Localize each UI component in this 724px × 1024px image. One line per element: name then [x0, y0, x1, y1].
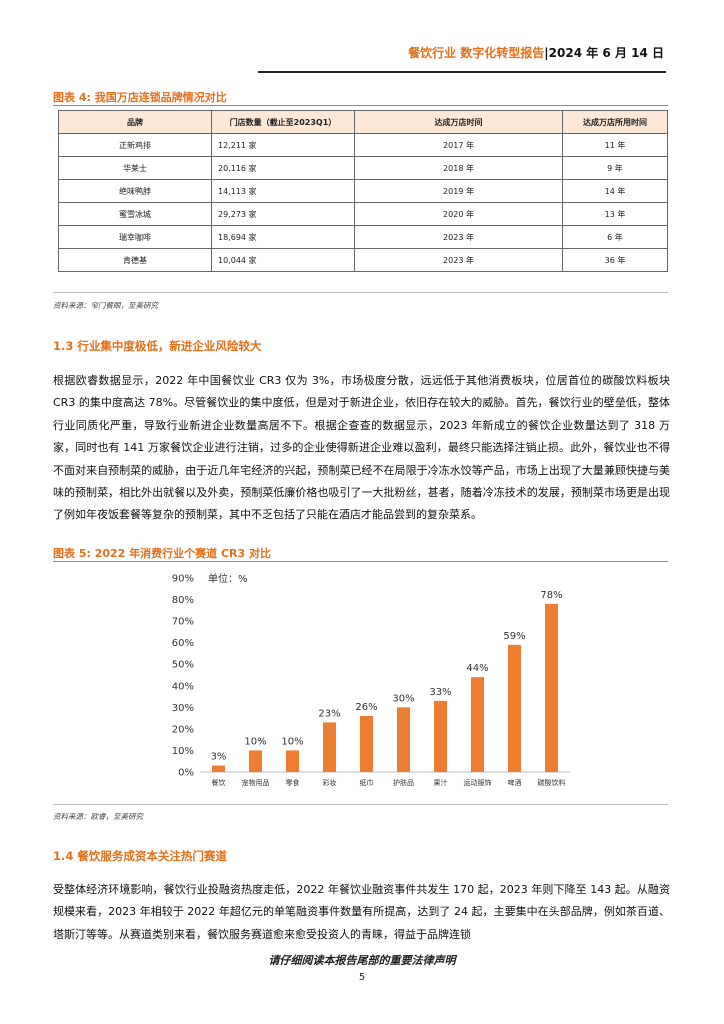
table-cell: 10,044 家 — [211, 248, 355, 272]
table-cell: 蜜雪冰城 — [58, 202, 212, 226]
data-label: 23% — [318, 708, 340, 719]
bar — [323, 722, 336, 772]
bar — [360, 715, 373, 772]
x-tick-label: 果汁 — [434, 778, 448, 787]
x-tick-label: 啤酒 — [508, 778, 522, 787]
table-cell: 2017 年 — [354, 133, 563, 157]
table-cell: 2020 年 — [354, 202, 563, 226]
table-row: 蜜雪冰城 29,273 家 2020 年 13 年 — [58, 202, 668, 226]
table-cell: 14 年 — [562, 179, 668, 203]
figure4-source: 资料来源：窄门餐眼，至美研究 — [53, 301, 158, 310]
figure4-source-rule — [53, 292, 668, 293]
column-header: 门店数量（截止至2023Q1） — [211, 110, 355, 134]
figure5-caption: 图表 5: 2022 年消费行业个赛道 CR3 对比 — [53, 547, 272, 560]
y-tick-label: 20% — [172, 724, 194, 735]
y-tick-label: 80% — [172, 595, 194, 606]
report-date: 2024 年 6 月 14 日 — [548, 46, 664, 60]
section-1-3-heading: 1.3 行业集中度极低，新进企业风险较大 — [53, 339, 262, 353]
table-cell: 18,694 家 — [211, 225, 355, 249]
table-row: 正新鸡排 12,211 家 2017 年 11 年 — [58, 133, 668, 157]
table-header-row: 品牌 门店数量（截止至2023Q1） 达成万店时间 达成万店所用时间 — [58, 110, 668, 134]
header-separator: | — [544, 46, 549, 60]
section-1-4-paragraph: 受整体经济环境影响，餐饮行业投融资热度走低，2022 年餐饮业融资事件共发生 1… — [53, 883, 670, 941]
table-cell: 2023 年 — [354, 248, 563, 272]
x-tick-label: 零食 — [286, 778, 300, 787]
data-label: 78% — [540, 590, 562, 601]
report-header: 餐饮行业 数字化转型报告|2024 年 6 月 14 日 — [408, 44, 664, 61]
x-tick-label: 纸巾 — [360, 778, 374, 787]
table-cell: 瑞幸咖啡 — [58, 225, 212, 249]
legal-disclaimer: 请仔细阅读本报告尾部的重要法律声明 — [268, 954, 456, 967]
bar — [508, 644, 521, 772]
figure5-source-rule — [53, 804, 668, 805]
data-label: 59% — [503, 631, 525, 642]
figure4-caption-rule — [53, 105, 668, 106]
bar — [545, 603, 558, 772]
header-rule — [258, 71, 666, 73]
column-header: 品牌 — [58, 110, 212, 134]
table-row: 肯德基 10,044 家 2023 年 36 年 — [58, 248, 668, 272]
data-label: 3% — [211, 752, 227, 763]
section-1-4-heading: 1.4 餐饮服务成资本关注热门赛道 — [53, 849, 227, 863]
x-tick-label: 护肤品 — [393, 778, 414, 787]
table-cell: 14,113 家 — [211, 179, 355, 203]
bar — [434, 700, 447, 772]
table-cell: 36 年 — [562, 248, 668, 272]
column-header: 达成万店时间 — [354, 110, 563, 134]
table-cell: 12,211 家 — [211, 133, 355, 157]
table-row: 华莱士 20,116 家 2018 年 9 年 — [58, 156, 668, 180]
figure5-caption-rule — [53, 561, 668, 562]
table-cell: 正新鸡排 — [58, 133, 212, 157]
data-label: 10% — [244, 736, 266, 747]
x-tick-label: 彩妆 — [323, 778, 337, 787]
y-tick-label: 90% — [172, 574, 194, 585]
table-cell: 13 年 — [562, 202, 668, 226]
report-title: 餐饮行业 数字化转型报告 — [408, 46, 545, 60]
table-cell: 2018 年 — [354, 156, 563, 180]
bar — [212, 765, 225, 772]
unit-label: 单位：% — [208, 572, 248, 585]
table-row: 瑞幸咖啡 18,694 家 2023 年 6 年 — [58, 225, 668, 249]
y-tick-label: 70% — [172, 617, 194, 628]
table-cell: 6 年 — [562, 225, 668, 249]
x-tick-label: 宠物用品 — [242, 778, 270, 787]
data-label: 10% — [281, 736, 303, 747]
page-number: 5 — [358, 972, 366, 983]
cr3-bar-chart: 0% 10% 20% 30% 40% 50% 60% 70% 80% 90% 单位：% 3% 餐饮 10%… — [172, 572, 570, 787]
bar — [286, 750, 299, 772]
bar — [471, 677, 484, 772]
x-tick-label: 餐饮 — [212, 778, 226, 787]
section-1-3-paragraph: 根据欧睿数据显示，2022 年中国餐饮业 CR3 仅为 3%，市场极度分散，远远… — [53, 374, 670, 522]
y-tick-label: 50% — [172, 660, 194, 671]
y-tick-label: 10% — [172, 746, 194, 757]
y-tick-label: 30% — [172, 703, 194, 714]
table-cell: 29,273 家 — [211, 202, 355, 226]
data-label: 33% — [429, 687, 451, 698]
table-cell: 20,116 家 — [211, 156, 355, 180]
column-header: 达成万店所用时间 — [562, 110, 668, 134]
y-tick-label: 0% — [178, 768, 194, 779]
table-cell: 11 年 — [562, 133, 668, 157]
table-cell: 绝味鸭脖 — [58, 179, 212, 203]
data-label: 26% — [355, 702, 377, 713]
y-tick-label: 60% — [172, 638, 194, 649]
y-tick-label: 40% — [172, 681, 194, 692]
table-cell: 华莱士 — [58, 156, 212, 180]
figure5-source: 资料来源：欧睿，至美研究 — [53, 812, 143, 821]
table-cell: 2023 年 — [354, 225, 563, 249]
brand-table: 品牌 门店数量（截止至2023Q1） 达成万店时间 达成万店所用时间 正新鸡排 … — [58, 110, 668, 272]
table-cell: 肯德基 — [58, 248, 212, 272]
table-cell: 9 年 — [562, 156, 668, 180]
bar — [397, 707, 410, 772]
bar — [249, 750, 262, 772]
table-cell: 2019 年 — [354, 179, 563, 203]
data-label: 30% — [392, 693, 414, 704]
data-label: 44% — [466, 663, 488, 674]
x-tick-label: 碳酸饮料 — [538, 778, 566, 787]
figure4-caption: 图表 4: 我国万店连锁品牌情况对比 — [53, 91, 227, 104]
x-tick-label: 运动服饰 — [464, 778, 492, 787]
table-row: 绝味鸭脖 14,113 家 2019 年 14 年 — [58, 179, 668, 203]
